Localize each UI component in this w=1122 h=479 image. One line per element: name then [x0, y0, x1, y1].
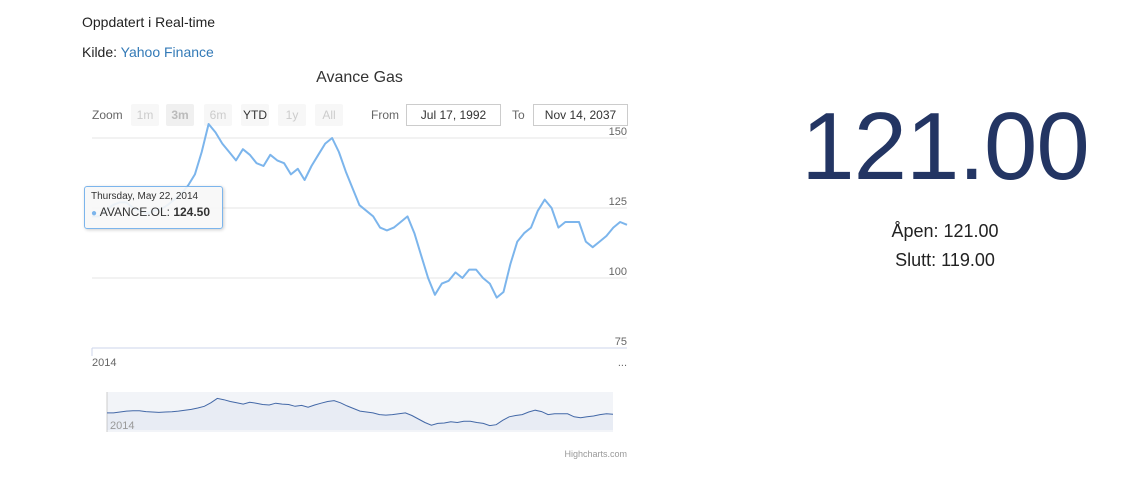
stock-chart: Avance Gas Zoom 1m 3m 6m YTD 1y All From…	[82, 64, 642, 464]
tooltip-row: ● AVANCE.OL: 124.50	[91, 205, 216, 219]
y-tick-label: 75	[615, 336, 627, 348]
source-link[interactable]: Yahoo Finance	[120, 44, 214, 60]
x-tick-label-start: 2014	[92, 357, 116, 369]
zoom-label: Zoom	[92, 108, 123, 122]
y-tick-label: 125	[609, 196, 627, 208]
current-price: 121.00	[801, 93, 1090, 200]
zoom-3m-button[interactable]: 3m	[166, 104, 194, 126]
tooltip-value: 124.50	[173, 205, 211, 219]
to-label: To	[512, 108, 525, 122]
tooltip: Thursday, May 22, 2014 ● AVANCE.OL: 124.…	[84, 186, 223, 229]
source-line: Kilde: Yahoo Finance	[82, 44, 214, 60]
navigator-label: 2014	[110, 420, 134, 432]
to-date-input[interactable]: Nov 14, 2037	[533, 104, 628, 126]
from-date-input[interactable]: Jul 17, 1992	[406, 104, 501, 126]
plot-area: 75 100 125 150 2014 ... 2014	[91, 123, 628, 432]
navigator-series	[107, 397, 614, 430]
y-axis-labels: 75 100 125 150	[609, 126, 627, 348]
navigator-line	[107, 397, 614, 427]
zoom-6m-button[interactable]: 6m	[204, 104, 232, 126]
zoom-all-button[interactable]: All	[315, 104, 343, 126]
zoom-ytd-button[interactable]: YTD	[241, 104, 269, 126]
x-tick-label-end: ...	[618, 357, 627, 369]
highcharts-credits[interactable]: Highcharts.com	[564, 449, 627, 459]
y-tick-label: 150	[609, 126, 627, 138]
tooltip-date: Thursday, May 22, 2014	[91, 191, 199, 202]
zoom-1y-button[interactable]: 1y	[278, 104, 306, 126]
series-dot-icon: ●	[91, 208, 98, 219]
open-price: Åpen: 121.00	[891, 221, 999, 241]
chart-title: Avance Gas	[316, 69, 403, 86]
zoom-1m-button[interactable]: 1m	[131, 104, 159, 126]
tooltip-series-name: AVANCE.OL:	[99, 205, 170, 219]
close-price: Slutt: 119.00	[895, 250, 995, 270]
source-prefix: Kilde:	[82, 44, 121, 60]
y-tick-label: 100	[609, 266, 627, 278]
from-label: From	[371, 108, 399, 122]
updated-text: Oppdatert i Real-time	[82, 14, 216, 30]
navigator-area	[107, 398, 613, 430]
